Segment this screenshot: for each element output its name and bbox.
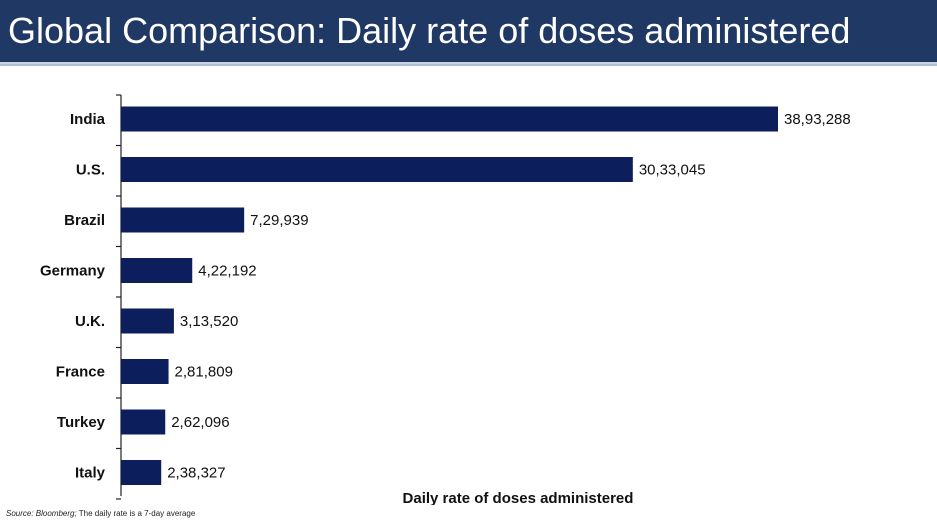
source-prefix: Source: Bloomberg; (6, 509, 77, 518)
category-label: U.S. (76, 162, 105, 179)
category-label: Italy (75, 465, 106, 482)
value-label: 4,22,192 (198, 263, 256, 280)
bar-us (121, 157, 633, 182)
category-label: Turkey (57, 414, 106, 431)
bar-uk (121, 308, 174, 334)
bar-france (121, 359, 169, 384)
bar-brazil (121, 207, 245, 233)
title-underline (0, 64, 937, 66)
page-title: Global Comparison: Daily rate of doses a… (8, 10, 851, 51)
category-label: Germany (40, 263, 106, 280)
category-label: U.K. (75, 313, 105, 330)
source-text: The daily rate is a 7-day average (76, 509, 196, 518)
category-label: France (56, 364, 105, 381)
value-label: 7,29,939 (250, 212, 308, 229)
category-label: Brazil (64, 212, 105, 229)
value-label: 38,93,288 (784, 111, 851, 128)
value-label: 30,33,045 (639, 162, 706, 179)
value-label: 3,13,520 (180, 313, 238, 330)
bar-india (121, 106, 778, 132)
category-label: India (70, 111, 106, 128)
value-label: 2,81,809 (175, 364, 233, 381)
bar-chart: India 38,93,288 U.S. 30,33,045 Brazil 7,29,93… (40, 94, 851, 505)
value-label: 2,38,327 (167, 465, 225, 482)
bar-italy (121, 460, 162, 485)
bar-germany (121, 258, 193, 283)
x-axis-title: Daily rate of doses administered (403, 490, 634, 505)
bar-turkey (121, 409, 166, 435)
title-bar: Global Comparison: Daily rate of doses a… (0, 0, 937, 66)
source-note: Source: Bloomberg; The daily rate is a 7… (6, 509, 195, 518)
value-label: 2,62,096 (171, 414, 229, 431)
